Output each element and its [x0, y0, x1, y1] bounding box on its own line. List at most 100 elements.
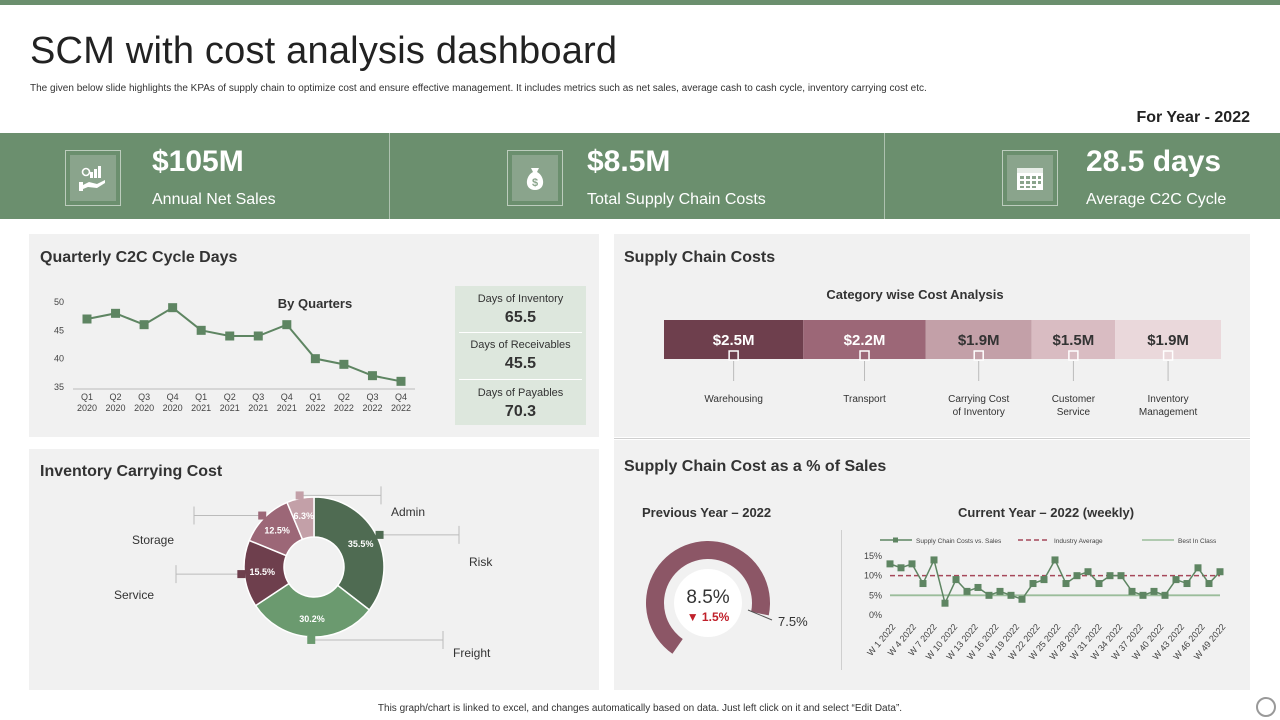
kpi-label-net-sales: Annual Net Sales	[152, 191, 276, 208]
stat-days-inventory: Days of Inventory 65.5	[455, 293, 586, 327]
weekly-point	[1117, 572, 1125, 580]
stat-label: Days of Receivables	[470, 339, 571, 351]
donut-slice-label: 35.5%	[348, 539, 374, 549]
cost-category-label: Inventory Management	[1139, 394, 1198, 418]
cost-bar-chart: Category wise Cost Analysis $2.5M Warehou…	[664, 287, 1221, 418]
weekly-point	[1150, 587, 1158, 595]
stat-label: Days of Payables	[477, 387, 564, 399]
weekly-line-chart: Supply Chain Costs vs. Sales Industry Ave…	[864, 537, 1228, 662]
weekly-legend-label: Best In Class	[1178, 538, 1217, 545]
weekly-point	[1073, 572, 1081, 580]
cost-category-label: Customer Service	[1052, 394, 1096, 418]
donut-slice	[313, 496, 385, 611]
pct-divider	[841, 530, 842, 670]
weekly-legend-marker	[893, 537, 898, 543]
c2c-point	[196, 325, 206, 335]
weekly-point	[941, 599, 949, 607]
c2c-point	[253, 331, 263, 341]
cost-category-label: Carrying Cost of Inventory	[948, 394, 1009, 418]
c2c-y-tick: 45	[54, 325, 64, 335]
weekly-point	[919, 580, 927, 588]
stat-value: 70.3	[504, 403, 537, 420]
weekly-point	[908, 560, 916, 568]
donut-category-label: Freight	[453, 646, 491, 660]
c2c-x-tick: Q3 2022	[362, 392, 382, 413]
kpi-value-supply-costs: $8.5M	[587, 145, 671, 178]
weekly-point	[930, 556, 938, 564]
donut-category-label: Service	[114, 588, 154, 602]
c2c-point	[225, 331, 235, 341]
weekly-point	[1095, 580, 1103, 588]
weekly-point	[1007, 591, 1015, 599]
footer-note: This graph/chart is linked to excel, and…	[377, 703, 903, 714]
stat-days-payables: Days of Payables 70.3	[455, 387, 586, 421]
donut-callout-marker	[295, 491, 304, 500]
donut-slice-label: 30.2%	[299, 614, 325, 624]
weekly-point	[897, 564, 905, 572]
gauge-value-label: 8.5%	[686, 587, 729, 608]
kpi-label-supply-costs: Total Supply Chain Costs	[587, 191, 766, 208]
donut-category-label: Admin	[391, 505, 425, 519]
c2c-x-tick: Q4 2022	[391, 392, 411, 413]
c2c-x-tick: Q1 2021	[191, 392, 211, 413]
kpi-divider	[389, 133, 390, 219]
weekly-legend-label: Supply Chain Costs vs. Sales	[916, 538, 1002, 545]
weekly-point	[1139, 591, 1147, 599]
c2c-x-tick: Q1 2020	[77, 392, 97, 413]
gauge-chart: 8.5% ▼ 1.5% 7.5%	[646, 541, 808, 654]
weekly-point	[1029, 580, 1037, 588]
gauge-leader-line	[747, 609, 773, 621]
weekly-point	[1040, 576, 1048, 584]
cost-bar-value: $1.5M	[1053, 332, 1095, 349]
cost-bar-value: $2.5M	[713, 332, 755, 349]
donut-slice-label: 6.3%	[294, 511, 315, 521]
kpi-divider	[884, 133, 885, 219]
weekly-point	[1216, 568, 1224, 576]
weekly-point	[996, 587, 1004, 595]
c2c-point	[168, 303, 178, 313]
gauge-center	[674, 569, 742, 637]
c2c-point	[282, 320, 292, 330]
cost-category-label: Transport	[843, 394, 886, 405]
inventory-donut-chart: 35.5% Risk 30.2% Freight 15.5% Service 12.5% St…	[114, 486, 493, 660]
donut-category-label: Risk	[469, 555, 493, 569]
c2c-point	[111, 308, 121, 318]
stat-value: 65.5	[504, 309, 537, 326]
weekly-y-tick: 0%	[869, 610, 882, 620]
c2c-x-tick: Q4 2021	[277, 392, 297, 413]
svg-text:$: $	[532, 177, 538, 189]
weekly-point	[1018, 595, 1026, 603]
cost-bar-marker	[859, 350, 870, 361]
c2c-y-tick: 50	[54, 297, 64, 307]
year-label: For Year - 2022	[1136, 109, 1250, 126]
weekly-point	[1084, 568, 1092, 576]
c2c-chart-title: By Quarters	[278, 296, 352, 311]
stat-divider	[459, 332, 582, 333]
c2c-x-tick: Q2 2020	[106, 392, 126, 413]
kpi-label-c2c-cycle: Average C2C Cycle	[1086, 191, 1227, 208]
money-bag-icon: $	[507, 150, 563, 206]
page-subtitle: The given below slide highlights the KPA…	[30, 83, 927, 94]
curr-year-label: Current Year – 2022 (weekly)	[958, 505, 1135, 520]
weekly-point	[886, 560, 894, 568]
c2c-x-tick: Q1 2022	[305, 392, 325, 413]
donut-slice-label: 12.5%	[264, 525, 290, 535]
c2c-side-stats: Days of Inventory 65.5 Days of Receivabl…	[455, 286, 586, 425]
c2c-point	[310, 354, 320, 364]
weekly-legend-label: Industry Average	[1054, 538, 1103, 545]
donut-slice	[286, 496, 315, 541]
weekly-cost-line	[889, 557, 1221, 606]
weekly-point	[1051, 556, 1059, 564]
weekly-point	[963, 587, 971, 595]
cost-bar-value: $1.9M	[1147, 332, 1189, 349]
c2c-point	[139, 320, 149, 330]
stat-value: 45.5	[504, 355, 537, 372]
donut-callout-marker	[375, 530, 384, 539]
stat-label: Days of Inventory	[477, 293, 564, 305]
panel-divider	[614, 438, 1250, 439]
weekly-y-tick: 5%	[869, 590, 882, 600]
panel-inventory-carrying-cost	[29, 449, 599, 690]
panel-title-inventory: Inventory Carrying Cost	[40, 463, 223, 480]
donut-slice	[254, 582, 371, 638]
weekly-y-tick: 15%	[864, 551, 882, 561]
